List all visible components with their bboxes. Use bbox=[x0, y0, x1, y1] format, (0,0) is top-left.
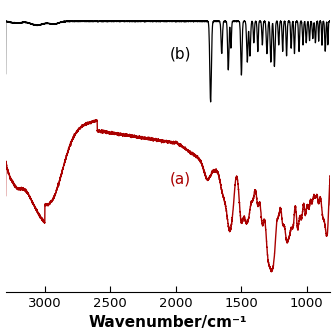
X-axis label: Wavenumber/cm⁻¹: Wavenumber/cm⁻¹ bbox=[89, 316, 247, 330]
Text: (a): (a) bbox=[169, 171, 191, 186]
Text: (b): (b) bbox=[169, 47, 191, 62]
